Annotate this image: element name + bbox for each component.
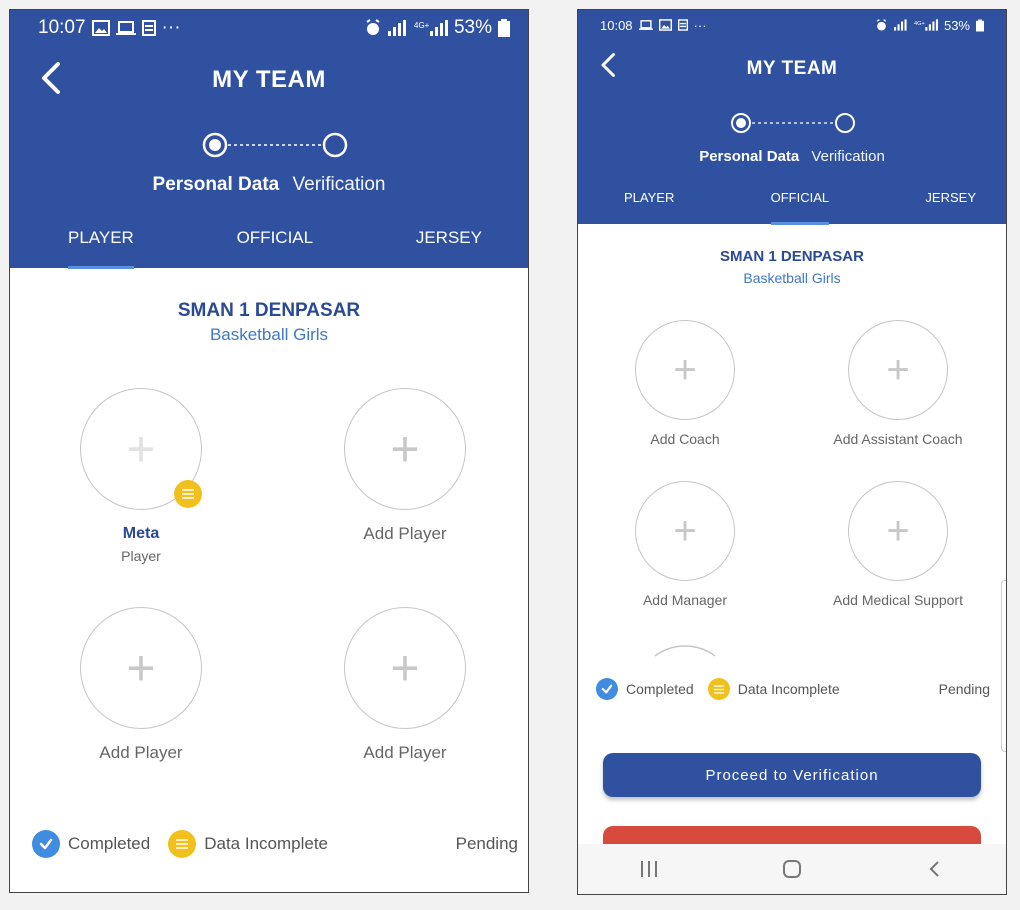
page-title: MY TEAM: [746, 58, 838, 79]
laptop-icon: [115, 21, 136, 35]
alarm-icon: [876, 18, 887, 31]
completed-check-icon: [596, 678, 618, 700]
step-personal-data: Personal Data: [152, 174, 280, 195]
battery-icon: [498, 19, 510, 37]
add-player-label: Add Player: [363, 524, 447, 543]
tab-jersey[interactable]: JERSEY: [925, 190, 976, 205]
plus-icon: +: [390, 640, 420, 696]
add-player-button[interactable]: +: [344, 607, 466, 729]
more-notifications-icon: ···: [161, 17, 181, 38]
plus-icon: +: [886, 347, 910, 392]
legend-incomplete: Data Incomplete: [737, 681, 840, 697]
active-tab-indicator: [770, 222, 830, 225]
gallery-icon: [658, 19, 672, 31]
progress-stepper: [202, 132, 348, 158]
add-medical-support-label: Add Medical Support: [833, 592, 963, 608]
add-player-label: Add Player: [99, 743, 183, 762]
add-manager-button[interactable]: +: [635, 481, 735, 581]
tab-bar: PLAYER OFFICIAL JERSEY: [578, 190, 1006, 225]
tab-official[interactable]: OFFICIAL: [770, 190, 830, 225]
player-role: Player: [121, 548, 161, 564]
signal-icon: [387, 20, 406, 36]
scroll-indicator: [1001, 580, 1006, 752]
add-coach-label: Add Coach: [650, 431, 720, 447]
android-nav-bar: [578, 844, 1006, 894]
proceed-to-verification-button[interactable]: Proceed to Verification: [603, 753, 981, 797]
sim-icon: [677, 19, 688, 31]
battery-percent: 53%: [943, 17, 970, 33]
add-coach-button[interactable]: +: [635, 320, 735, 420]
school-name: SMAN 1 DENPASAR: [720, 248, 864, 265]
tab-player[interactable]: PLAYER: [624, 190, 675, 205]
plus-icon: +: [126, 421, 156, 477]
tab-bar: PLAYER OFFICIAL JERSEY: [10, 228, 528, 269]
progress-stepper: [731, 113, 855, 133]
legend-pending: Pending: [938, 681, 990, 697]
sport-category: Basketball Girls: [209, 325, 329, 344]
tab-jersey[interactable]: JERSEY: [415, 228, 482, 247]
plus-icon: +: [673, 508, 697, 553]
legend-incomplete: Data Incomplete: [204, 834, 329, 853]
back-arrow-icon[interactable]: [32, 58, 72, 98]
school-name: SMAN 1 DENPASAR: [177, 300, 361, 321]
page-title: MY TEAM: [212, 66, 326, 93]
signal-4g-icon: 4G+: [914, 19, 938, 31]
add-player-label: Add Player: [363, 743, 447, 762]
status-bar: 10:08 ··· 4G+ 53%: [578, 10, 1006, 40]
add-player-button[interactable]: +: [80, 607, 202, 729]
legend-completed: Completed: [626, 681, 694, 697]
more-notifications-icon: ···: [693, 17, 707, 33]
data-incomplete-icon: [707, 678, 730, 700]
battery-icon: [976, 19, 984, 31]
sim-icon: [141, 20, 156, 36]
plus-icon: +: [390, 421, 420, 477]
alarm-icon: [366, 19, 380, 35]
legend-pending: Pending: [455, 834, 518, 853]
plus-icon: +: [126, 640, 156, 696]
plus-icon: +: [886, 508, 910, 553]
right-phone-screen: 10:08 ··· 4G+ 53% MY TEAM Personal D: [577, 9, 1007, 895]
tab-official[interactable]: OFFICIAL: [236, 228, 314, 247]
signal-4g-icon: 4G+: [414, 20, 448, 36]
nav-back-icon[interactable]: [924, 858, 946, 880]
header: 10:08 ··· 4G+ 53% MY TEAM Personal D: [578, 10, 1006, 225]
svg-text:4G+: 4G+: [414, 21, 430, 30]
add-assistant-coach-label: Add Assistant Coach: [833, 431, 963, 447]
status-time: 10:08: [600, 17, 633, 33]
status-bar: 10:07 ··· 4G+ 53%: [10, 10, 528, 46]
sport-category: Basketball Girls: [743, 270, 841, 286]
left-phone-screen: 10:07 ··· 4G+ 53% MY TEAM Personal D: [9, 9, 529, 893]
legend-completed: Completed: [68, 834, 151, 853]
svg-text:4G+: 4G+: [914, 21, 925, 27]
plus-icon: +: [673, 347, 697, 392]
step-labels: Personal Data Verification: [10, 174, 528, 196]
step-verification: Verification: [811, 148, 885, 165]
data-incomplete-icon: [174, 480, 202, 508]
add-assistant-coach-button[interactable]: +: [848, 320, 948, 420]
gallery-icon: [91, 20, 110, 36]
header: 10:07 ··· 4G+ 53% MY TEAM Personal D: [10, 10, 528, 269]
step-labels: Personal Data Verification: [578, 148, 1006, 165]
home-icon[interactable]: [781, 858, 803, 880]
laptop-icon: [638, 20, 653, 30]
add-medical-support-button[interactable]: +: [848, 481, 948, 581]
step-personal-data: Personal Data: [699, 148, 800, 165]
recent-apps-icon[interactable]: [638, 859, 660, 879]
status-legend: Completed Data Incomplete Pending: [596, 678, 990, 700]
add-player-button[interactable]: +: [344, 388, 466, 510]
signal-icon: [893, 19, 907, 31]
status-time: 10:07: [38, 17, 86, 38]
add-manager-label: Add Manager: [642, 592, 728, 608]
completed-check-icon: [32, 830, 60, 858]
back-arrow-icon[interactable]: [594, 50, 624, 80]
battery-percent: 53%: [453, 17, 492, 38]
data-incomplete-icon: [168, 830, 197, 858]
player-name: Meta: [122, 525, 160, 542]
tab-player[interactable]: PLAYER: [68, 228, 134, 269]
status-legend: Completed Data Incomplete Pending: [32, 830, 518, 858]
step-verification: Verification: [292, 174, 386, 195]
partial-slot-circle: [654, 645, 716, 657]
active-tab-indicator: [68, 266, 134, 269]
